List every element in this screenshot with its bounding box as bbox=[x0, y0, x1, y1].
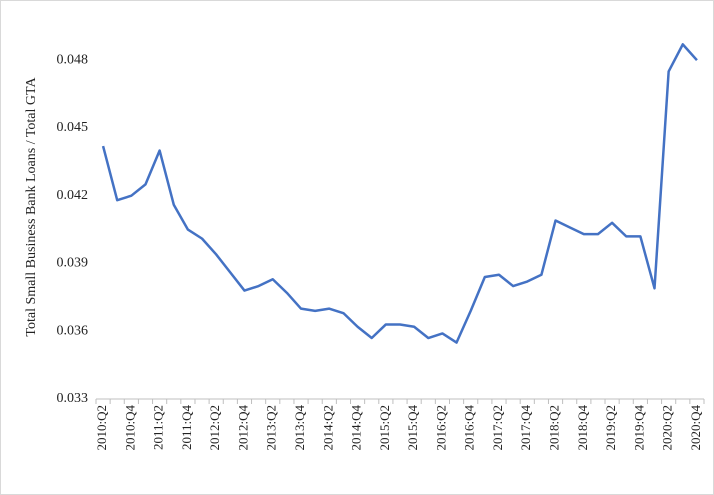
x-tick-label: 2010:Q4 bbox=[122, 405, 137, 451]
y-tick-label: 0.033 bbox=[57, 391, 89, 406]
y-tick-label: 0.048 bbox=[57, 52, 89, 67]
x-tick-label: 2017:Q4 bbox=[518, 405, 533, 451]
y-axis-title: Total Small Business Bank Loans / Total … bbox=[24, 77, 39, 337]
x-tick-label: 2012:Q2 bbox=[207, 405, 222, 451]
y-tick-label: 0.045 bbox=[57, 120, 89, 135]
x-tick-label: 2012:Q4 bbox=[235, 405, 250, 451]
x-tick-label: 2013:Q4 bbox=[292, 405, 307, 451]
x-tick-label: 2011:Q2 bbox=[151, 405, 166, 450]
x-tick-label: 2020:Q2 bbox=[660, 405, 675, 451]
x-tick-label: 2019:Q2 bbox=[603, 405, 618, 451]
x-tick-label: 2015:Q2 bbox=[377, 405, 392, 451]
y-tick-label: 0.036 bbox=[57, 323, 89, 338]
y-tick-label: 0.042 bbox=[57, 188, 89, 203]
x-tick-label: 2016:Q2 bbox=[433, 405, 448, 451]
x-tick-label: 2014:Q4 bbox=[349, 405, 364, 451]
x-tick-label: 2020:Q4 bbox=[688, 405, 703, 451]
x-tick-label: 2013:Q2 bbox=[264, 405, 279, 451]
x-tick-label: 2019:Q4 bbox=[631, 405, 646, 451]
x-tick-label: 2016:Q4 bbox=[462, 404, 477, 450]
x-tick-label: 2015:Q4 bbox=[405, 405, 420, 451]
x-tick-label: 2018:Q2 bbox=[547, 405, 562, 451]
y-tick-label: 0.039 bbox=[57, 256, 89, 271]
x-tick-label: 2010:Q2 bbox=[94, 405, 109, 451]
x-tick-label: 2017:Q2 bbox=[490, 405, 505, 451]
data-line bbox=[101, 43, 698, 344]
x-tick-label: 2011:Q4 bbox=[179, 405, 194, 451]
x-tick-label: 2018:Q4 bbox=[575, 405, 590, 451]
x-tick-label: 2014:Q2 bbox=[320, 405, 335, 451]
